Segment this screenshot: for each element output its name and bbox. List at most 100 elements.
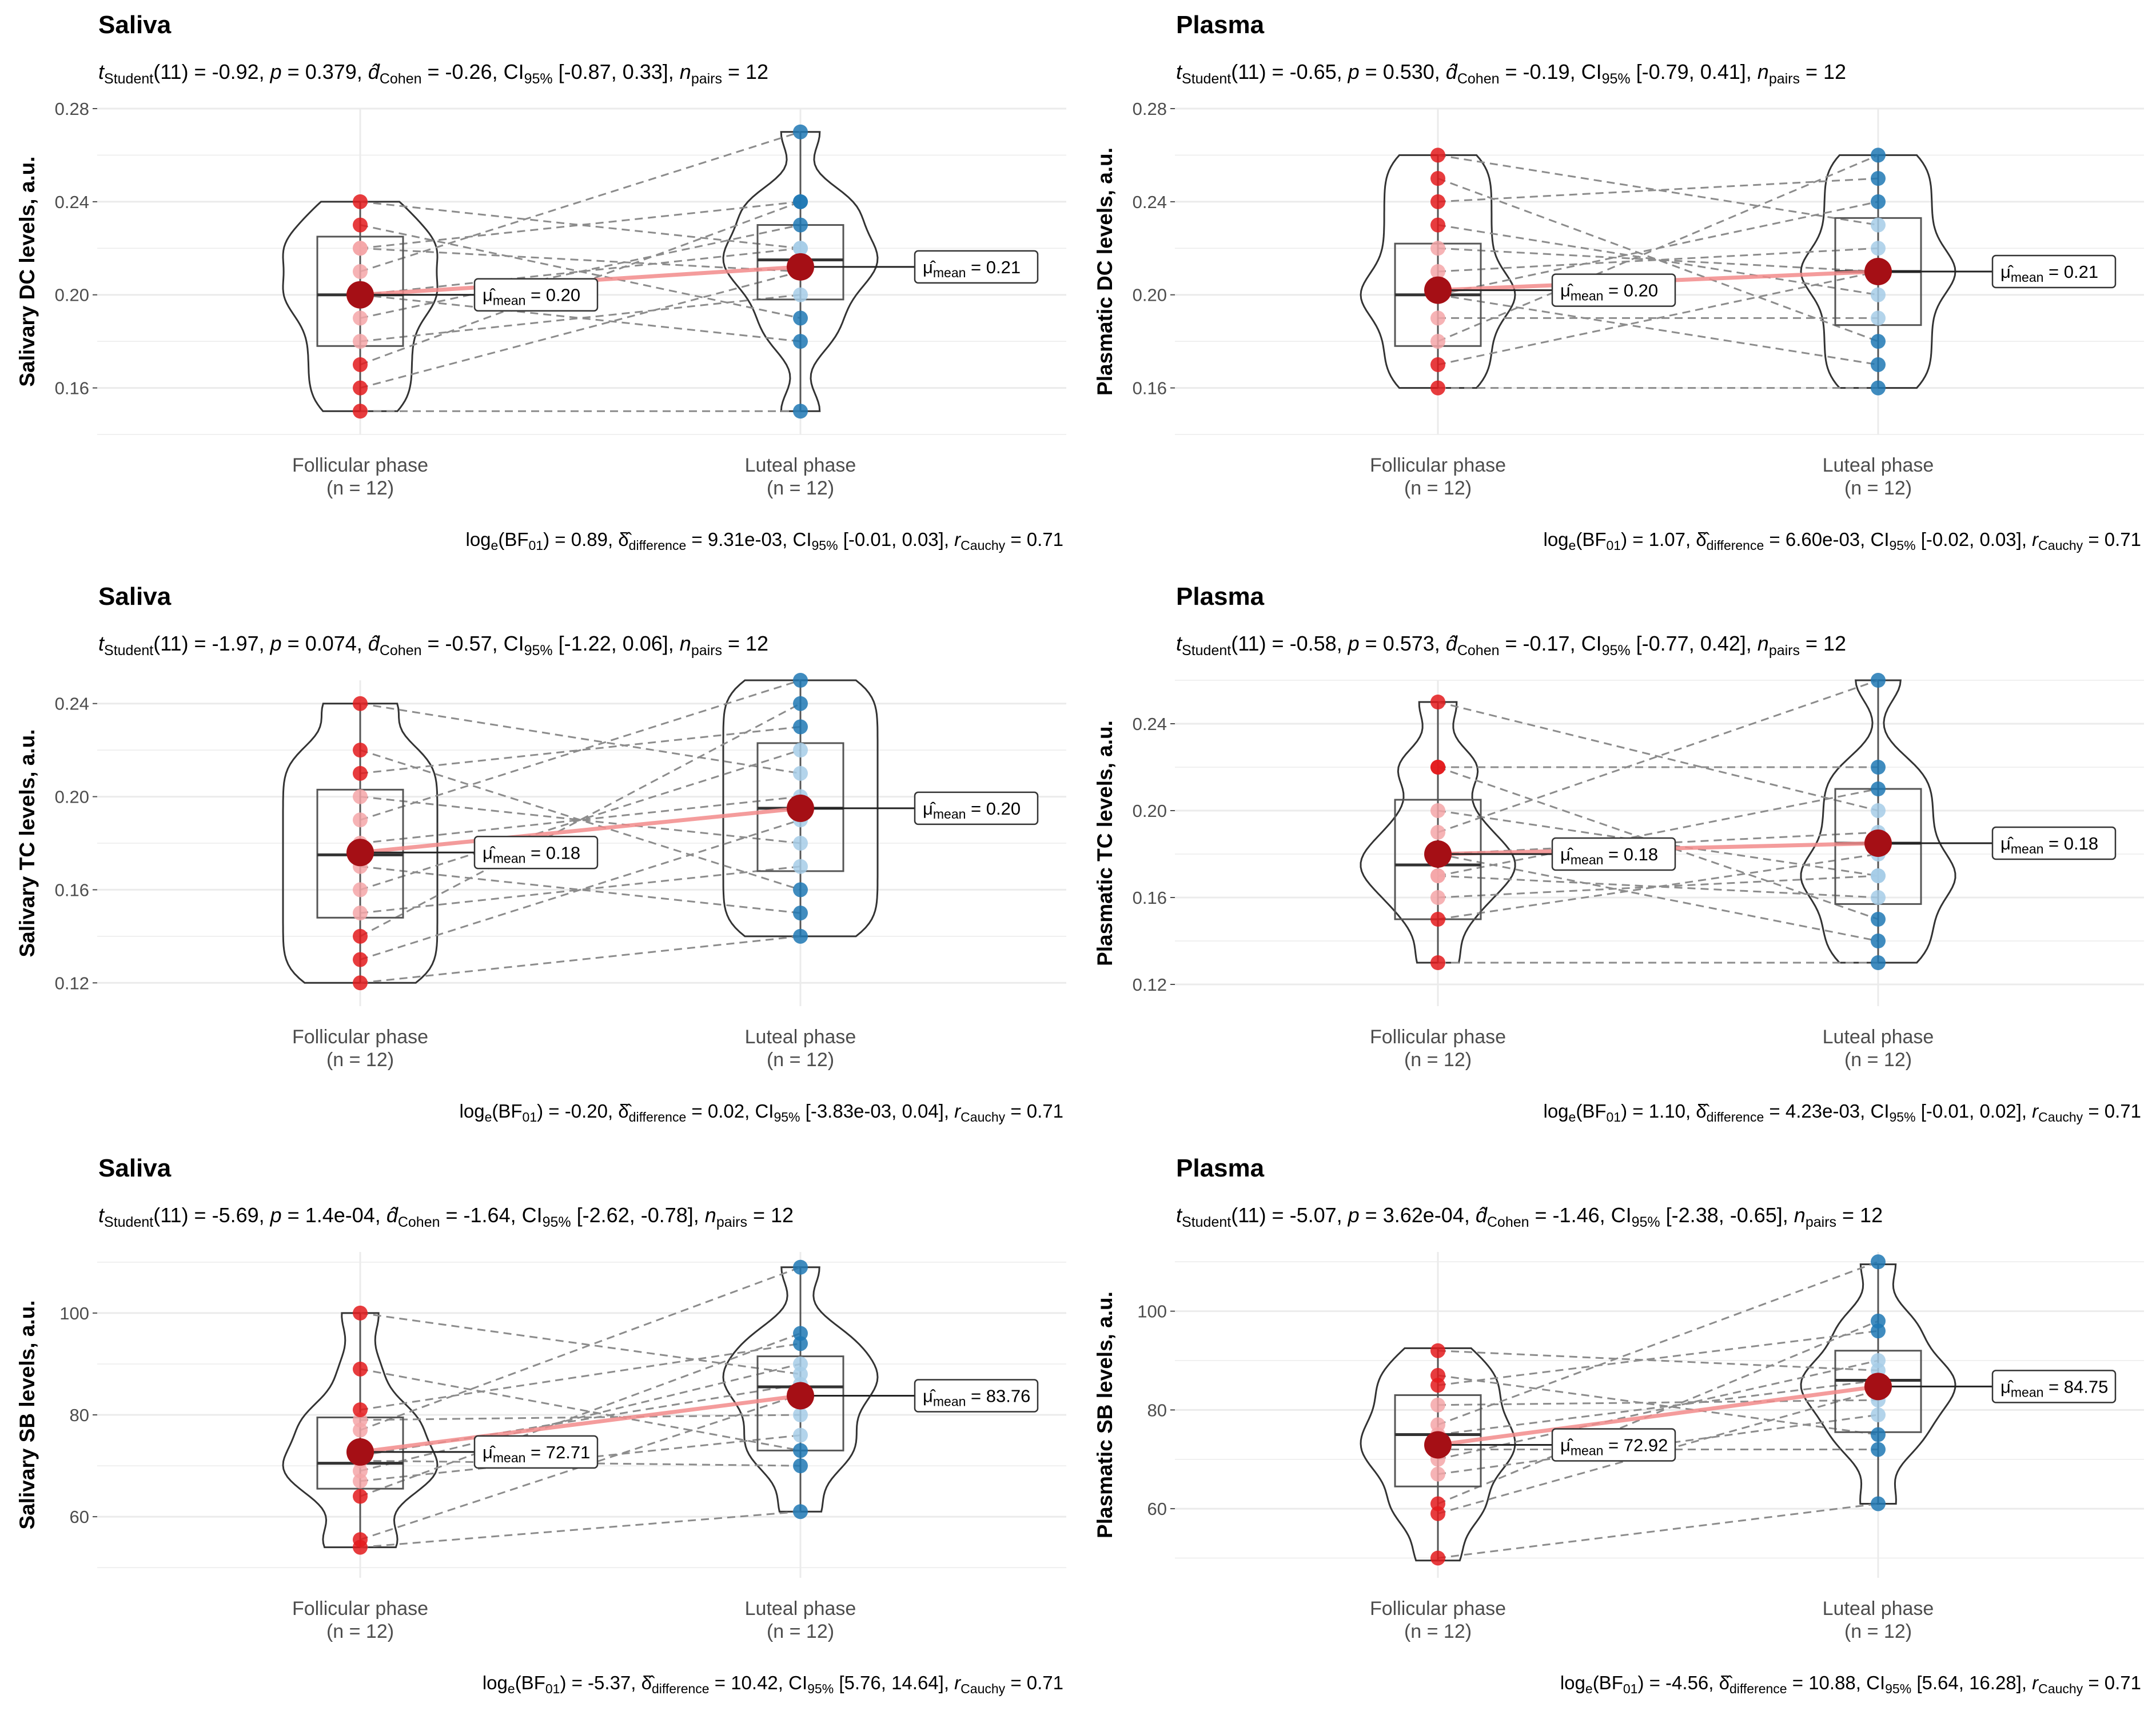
bf-log: log bbox=[483, 1672, 508, 1693]
stat-t-value: (11) = -1.97, bbox=[153, 632, 264, 655]
data-point-follicular bbox=[353, 241, 368, 256]
data-point-luteal bbox=[793, 1427, 808, 1443]
y-tick-label: 60 bbox=[70, 1507, 89, 1527]
delta-value: = 10.88, CI bbox=[1787, 1672, 1886, 1693]
data-point-follicular bbox=[353, 1489, 368, 1504]
data-point-follicular bbox=[1430, 1417, 1445, 1433]
stat-d: d̂ bbox=[362, 60, 380, 83]
mean-sub: mean bbox=[2011, 841, 2044, 856]
data-point-luteal bbox=[1871, 357, 1886, 372]
mean-label-box-2 bbox=[1991, 1370, 2117, 1403]
mean-point-1 bbox=[346, 281, 374, 309]
hdi-value: [5.64, 16.28], bbox=[1911, 1672, 2032, 1693]
bf-log: log bbox=[466, 529, 491, 550]
x-n-label-2: (n = 12) bbox=[767, 477, 834, 499]
bf-log-sub: e bbox=[1569, 538, 1576, 553]
paired-line bbox=[360, 1342, 801, 1411]
data-point-luteal bbox=[1871, 380, 1886, 396]
chart-panel-4: Plasma tStudent(11) = -0.58, p = 0.573, d… bbox=[1093, 583, 2144, 1124]
data-point-luteal bbox=[1871, 287, 1886, 302]
mean-label-box-2 bbox=[914, 791, 1039, 825]
stat-ci-value: [-0.79, 0.41], bbox=[1631, 60, 1752, 83]
data-point-luteal bbox=[793, 696, 808, 711]
y-tick-label: 100 bbox=[1137, 1302, 1167, 1322]
r-symbol: r bbox=[954, 1100, 962, 1122]
paired-line bbox=[1437, 1379, 1879, 1436]
mean-value: = 0.18 bbox=[525, 843, 580, 863]
data-point-follicular bbox=[353, 906, 368, 921]
data-point-follicular bbox=[1430, 1367, 1445, 1383]
mean-label-1: μ̂mean = 72.71 bbox=[483, 1442, 590, 1465]
data-point-follicular bbox=[1430, 194, 1445, 209]
hdi-sub: 95% bbox=[1890, 538, 1916, 553]
data-point-luteal bbox=[1871, 673, 1886, 688]
mean-connector bbox=[360, 806, 801, 855]
data-point-follicular bbox=[353, 1463, 368, 1478]
stat-n-sub: pairs bbox=[1769, 71, 1800, 87]
y-axis-label: Plasmatic SB levels, a.u. bbox=[1093, 1291, 1117, 1538]
data-point-luteal bbox=[793, 1407, 808, 1422]
y-tick-label: 0.16 bbox=[1133, 378, 1167, 398]
paired-line bbox=[1437, 294, 1879, 366]
mean-point-2 bbox=[1864, 829, 1892, 857]
x-tick-label-1: Follicular phase bbox=[292, 1598, 428, 1620]
bf-close: ) bbox=[537, 1100, 543, 1122]
data-point-luteal bbox=[1871, 334, 1886, 349]
chart-title: Saliva bbox=[98, 583, 172, 611]
chart-title: Plasma bbox=[1176, 11, 1265, 39]
bf-log: log bbox=[1544, 529, 1569, 550]
mean-label-1: μ̂mean = 0.20 bbox=[483, 285, 580, 308]
x-tick-label-2: Luteal phase bbox=[1823, 454, 1934, 476]
data-point-follicular bbox=[353, 404, 368, 419]
data-point-luteal bbox=[1871, 310, 1886, 326]
mean-value: = 0.20 bbox=[966, 799, 1021, 819]
stat-d-value: = -1.64, CI bbox=[440, 1203, 543, 1227]
y-tick-label: 0.28 bbox=[1133, 99, 1167, 119]
bf-value: = -4.56, bbox=[1644, 1672, 1719, 1693]
bf-log-sub: e bbox=[1585, 1681, 1593, 1696]
stat-n: n bbox=[699, 1203, 716, 1227]
stat-p-value: = 0.573, bbox=[1360, 632, 1440, 655]
data-point-follicular bbox=[353, 1473, 368, 1489]
mean-value: = 84.75 bbox=[2043, 1377, 2108, 1397]
violin-2 bbox=[722, 131, 879, 412]
data-point-follicular bbox=[1430, 912, 1445, 927]
hdi-sub: 95% bbox=[807, 1681, 834, 1696]
stat-p-value: = 0.530, bbox=[1360, 60, 1440, 83]
data-point-follicular bbox=[1430, 868, 1445, 883]
stat-d-sub: Cohen bbox=[1487, 1214, 1529, 1230]
stat-ci-sub: 95% bbox=[1602, 71, 1631, 87]
stat-d-value: = -0.26, CI bbox=[422, 60, 524, 83]
data-point-follicular bbox=[1430, 334, 1445, 349]
stat-p-value: = 3.62e-04, bbox=[1360, 1203, 1470, 1227]
r-sub: Cauchy bbox=[961, 538, 1005, 553]
mean-label-box-2 bbox=[1991, 254, 2117, 289]
stat-n: n bbox=[1752, 60, 1769, 83]
stat-t: t bbox=[98, 632, 105, 655]
stat-t: t bbox=[1176, 60, 1183, 83]
mean-label-1: μ̂mean = 0.18 bbox=[483, 843, 580, 866]
stat-p: p bbox=[265, 1203, 282, 1227]
data-point-follicular bbox=[353, 334, 368, 349]
chart-subtitle: tStudent(11) = -5.07, p = 3.62e-04, d̂Co… bbox=[1176, 1203, 1883, 1230]
data-point-luteal bbox=[1871, 803, 1886, 818]
mean-label-box-2 bbox=[914, 1379, 1039, 1413]
data-point-luteal bbox=[1871, 760, 1886, 775]
mean-sub: mean bbox=[933, 807, 966, 821]
data-point-luteal bbox=[793, 1443, 808, 1458]
y-tick-label: 80 bbox=[70, 1405, 89, 1425]
bf-sub: 01 bbox=[529, 538, 544, 553]
mean-point-2 bbox=[787, 1382, 814, 1410]
hdi-sub: 95% bbox=[1885, 1681, 1911, 1696]
paired-line bbox=[360, 935, 801, 984]
paired-line bbox=[1437, 177, 1879, 203]
data-point-luteal bbox=[1871, 934, 1886, 948]
r-value: = 0.71 bbox=[1005, 1672, 1063, 1693]
bf-open: (BF bbox=[1593, 1672, 1623, 1693]
mean-sub: mean bbox=[493, 1450, 526, 1465]
data-point-follicular bbox=[1430, 1466, 1445, 1482]
violin-2 bbox=[722, 679, 879, 938]
data-point-follicular bbox=[353, 1305, 368, 1321]
stat-t-sub: Student bbox=[1182, 643, 1231, 659]
bf-sub: 01 bbox=[1607, 538, 1621, 553]
